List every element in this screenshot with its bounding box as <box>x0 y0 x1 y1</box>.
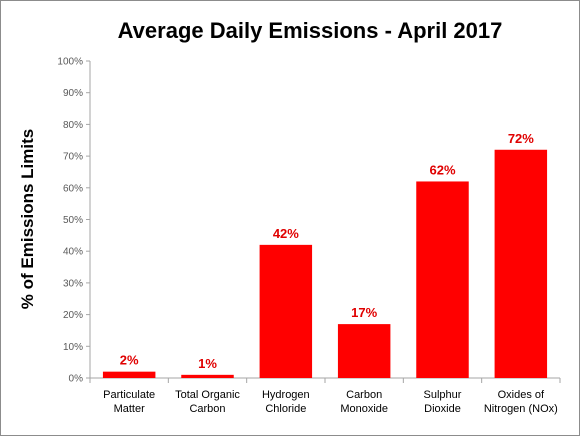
y-tick-label: 20% <box>63 310 83 321</box>
x-tick-label: Particulate Matter <box>103 389 155 415</box>
x-tick-label: Hydrogen Chloride <box>262 389 310 415</box>
y-tick-label: 40% <box>63 247 83 258</box>
bar <box>494 149 548 378</box>
y-tick-label: 80% <box>63 120 83 131</box>
bar <box>337 324 391 378</box>
data-labels: 2% 1% 42% 17% 62% 72% <box>120 131 535 371</box>
x-tick-label: Total Organic Carbon <box>175 389 240 415</box>
y-tick-label: 10% <box>63 342 83 353</box>
bar <box>181 374 234 378</box>
y-tick-label: 70% <box>63 152 83 163</box>
y-tick-label: 30% <box>63 278 83 289</box>
chart-title: Average Daily Emissions - April 2017 <box>118 18 503 43</box>
bars <box>102 149 548 378</box>
bar <box>102 371 156 378</box>
data-label: 72% <box>508 131 534 146</box>
x-tick-label: Sulphur Dioxide <box>424 389 462 415</box>
y-axis-label: % of Emissions Limits <box>18 129 37 309</box>
y-tick-label: 0% <box>69 374 84 385</box>
y-tick-label: 50% <box>63 215 83 226</box>
data-label: 1% <box>198 356 217 371</box>
y-tick-label: 100% <box>57 57 83 68</box>
data-label: 17% <box>351 305 377 320</box>
y-axis: 0% 10% 20% 30% 40% 50% 60% 70% 80% 90% 100% <box>57 57 91 385</box>
data-label: 42% <box>273 226 299 241</box>
x-axis: Particulate Matter Total Organic Carbon Hydr… <box>89 377 561 415</box>
y-tick-label: 90% <box>63 88 83 99</box>
data-label: 62% <box>429 162 455 177</box>
data-label: 2% <box>120 353 139 368</box>
x-tick-label: Carbon Monoxide <box>340 389 388 415</box>
y-tick-label: 60% <box>63 183 83 194</box>
bar <box>259 244 313 378</box>
x-tick-label: Oxides of Nitrogen (NOx) <box>484 389 558 415</box>
bar <box>416 181 469 378</box>
